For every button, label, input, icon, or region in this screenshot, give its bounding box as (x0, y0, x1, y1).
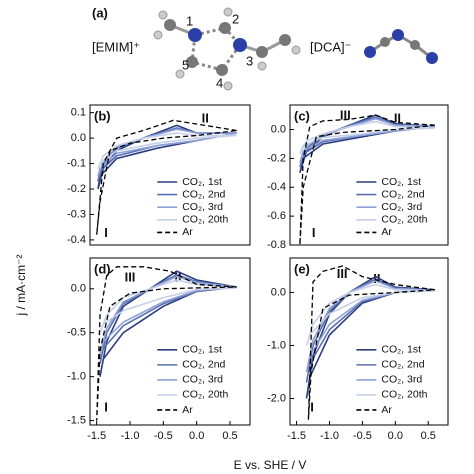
x-tick-label: 0.0 (388, 430, 403, 442)
x-tick-label: 0.0 (189, 430, 204, 442)
y-tick-label: -0.1 (67, 157, 86, 169)
cv-curve (299, 117, 435, 163)
x-tick-label: -0.5 (154, 430, 173, 442)
cv-curve (99, 279, 237, 333)
x-tick-label: 0.5 (421, 430, 436, 442)
x-tick-label: 0.5 (222, 430, 237, 442)
y-tick-label: -1.0 (267, 339, 286, 351)
y-tick-label: -0.4 (67, 234, 86, 246)
x-tick-label: -1.5 (287, 430, 306, 442)
plot-frame (289, 257, 449, 426)
legend-label: CO₂, 1st (381, 344, 421, 356)
cv-curve (97, 124, 237, 190)
anion-label: [DCA]⁻ (310, 39, 352, 54)
legend-label: CO₂, 2nd (381, 188, 424, 200)
cv-curve (99, 270, 237, 377)
panel-label: (c) (294, 108, 310, 123)
annotation: I (104, 400, 108, 415)
y-tick-label: -0.4 (267, 181, 286, 193)
legend-label: CO₂, 20th (381, 214, 427, 226)
legend-label: CO₂, 1st (182, 344, 222, 356)
annotation: III (125, 269, 136, 284)
annotation: I (312, 225, 316, 240)
molecule-emim (153, 7, 301, 91)
annotation: II (373, 271, 380, 286)
legend-label: Ar (381, 404, 392, 416)
y-tick-label: -1.0 (67, 371, 86, 383)
legend-label: CO₂, 1st (381, 176, 421, 188)
legend-label: CO₂, 1st (182, 176, 222, 188)
atom-number: 5 (182, 57, 189, 72)
y-tick-label: -0.3 (67, 208, 86, 220)
annotation: II (202, 110, 209, 125)
y-tick-label: -2.0 (267, 392, 286, 404)
plot-frame (89, 104, 251, 246)
y-axis-label: j / mA·cm⁻² (14, 255, 28, 317)
y-tick-label: -0.2 (267, 152, 286, 164)
y-tick-label: -0.2 (67, 183, 86, 195)
atom-number: 4 (216, 75, 223, 90)
legend-label: CO₂, 20th (381, 389, 427, 401)
legend-label: CO₂, 3rd (182, 201, 223, 213)
cv-curve (305, 279, 435, 373)
y-tick-label: 0.0 (71, 132, 86, 144)
legend-label: CO₂, 3rd (381, 374, 422, 386)
atom-number: 2 (232, 11, 239, 26)
y-tick-label: -1.5 (67, 415, 86, 427)
y-tick-label: 0.0 (271, 123, 286, 135)
cv-curve (305, 283, 435, 346)
cv-curve (299, 120, 435, 155)
y-tick-label: 0.1 (71, 107, 86, 119)
y-tick-label: 0.0 (71, 283, 86, 295)
plot-frame (89, 257, 251, 426)
x-tick-label: -1.0 (121, 430, 140, 442)
cv-curve (97, 132, 237, 169)
panel-label: (a) (92, 5, 108, 20)
y-tick-label: -0.6 (267, 210, 286, 222)
molecule-dca (364, 29, 438, 64)
x-tick-label: -1.5 (87, 430, 106, 442)
panel-label: (b) (94, 108, 111, 123)
annotation: II (394, 110, 401, 125)
x-tick-label: -0.5 (353, 430, 372, 442)
atom-number: 3 (246, 53, 253, 68)
annotation: I (104, 225, 108, 240)
legend-label: CO₂, 2nd (182, 188, 225, 200)
legend-label: CO₂, 2nd (182, 359, 225, 371)
cation-label: [EMIM]⁺ (92, 39, 140, 54)
annotation: III (337, 266, 348, 281)
y-tick-label: 0.0 (271, 286, 286, 298)
annotation: III (340, 108, 351, 123)
y-tick-label: -0.8 (267, 239, 286, 251)
legend-label: Ar (182, 226, 193, 238)
cv-curve (307, 265, 435, 420)
x-tick-label: -1.0 (320, 430, 339, 442)
plot-frame (289, 104, 449, 246)
legend-label: Ar (182, 404, 193, 416)
annotation: I (310, 400, 314, 415)
panel-label: (d) (94, 261, 111, 276)
cv-curve (96, 119, 237, 235)
legend-label: Ar (381, 226, 392, 238)
panel-label: (e) (294, 261, 310, 276)
cv-curve (99, 275, 237, 355)
atom-number: 1 (186, 13, 193, 28)
cv-curve (97, 128, 237, 177)
legend-label: CO₂, 2nd (381, 359, 424, 371)
y-tick-label: -0.5 (67, 327, 86, 339)
cv-curve (96, 266, 237, 421)
cv-curve (299, 114, 435, 246)
legend-label: CO₂, 20th (182, 389, 228, 401)
legend-label: CO₂, 3rd (182, 374, 223, 386)
legend-label: CO₂, 20th (182, 214, 228, 226)
legend-label: CO₂, 3rd (381, 201, 422, 213)
x-axis-label: E vs. SHE / V (234, 458, 307, 472)
